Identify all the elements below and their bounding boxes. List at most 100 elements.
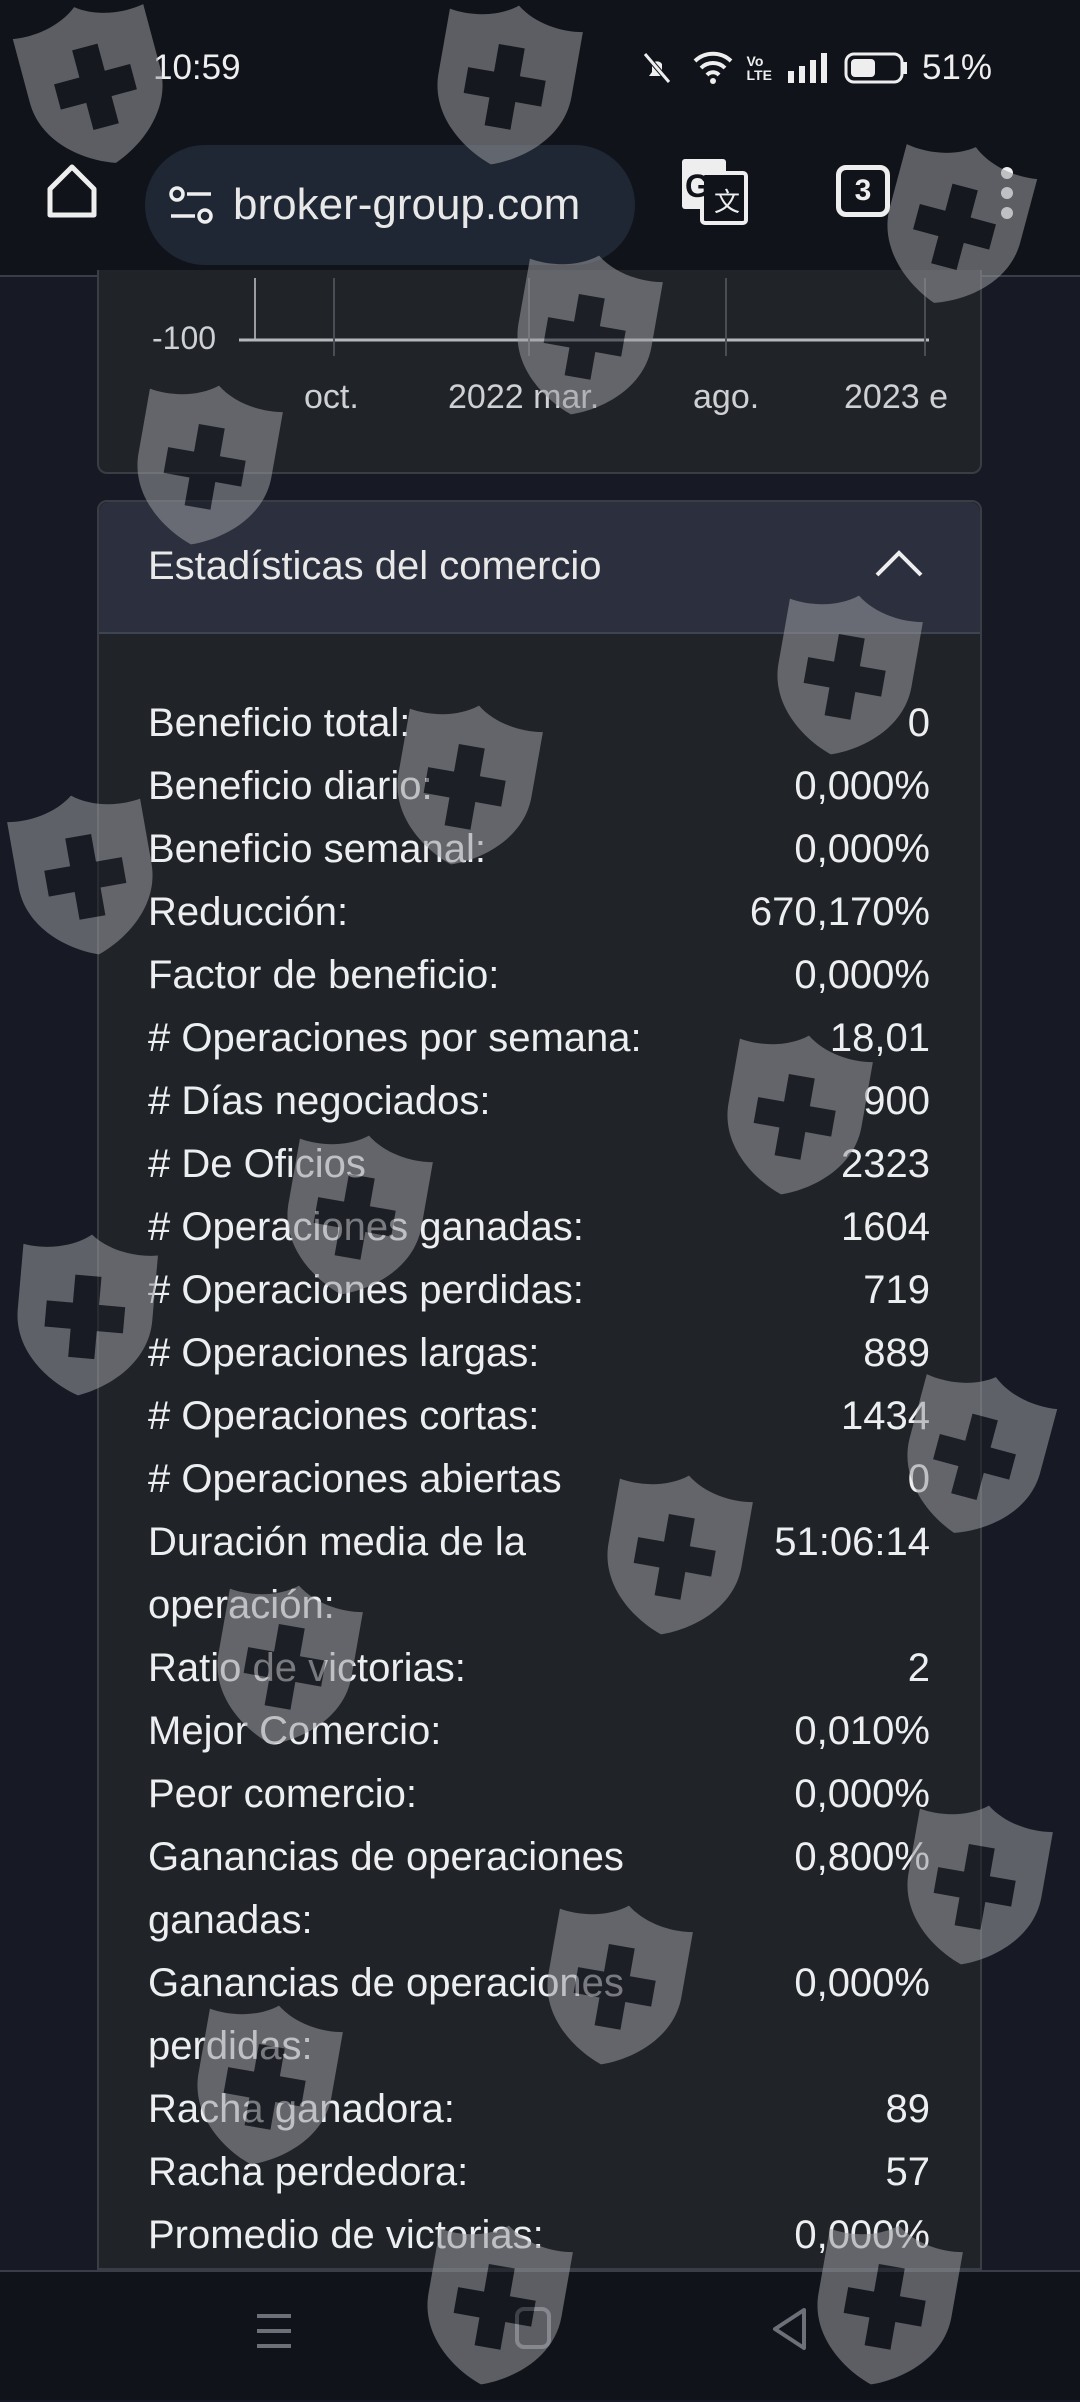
- stat-value: 0,000%: [794, 1772, 930, 1816]
- home-icon[interactable]: [42, 161, 102, 221]
- stat-row: # De Oficios 2323: [148, 1133, 930, 1196]
- stat-label: Beneficio semanal:: [148, 827, 486, 871]
- stat-row: # Operaciones largas: 889: [148, 1322, 930, 1385]
- x-tick-label: oct.: [304, 378, 359, 416]
- battery-percent: 51%: [921, 48, 992, 87]
- stat-value: 670,170%: [749, 890, 930, 934]
- stat-value: 0,000%: [794, 1961, 930, 2005]
- stat-value: 0,000%: [794, 827, 930, 871]
- wifi-icon: [693, 51, 732, 84]
- stat-row: Promedio de victorias: 0,000%: [148, 2204, 930, 2267]
- stat-value: 0,000%: [794, 953, 930, 997]
- tab-switcher-button[interactable]: 3: [836, 165, 890, 217]
- stats-list: Beneficio total: 0 Beneficio diario: 0,000%…: [99, 634, 980, 2267]
- trade-stats-header[interactable]: Estadísticas del comercio: [99, 502, 980, 634]
- stat-row: # Operaciones abiertas 0: [148, 1448, 930, 1511]
- stat-value: 0,000%: [794, 764, 930, 808]
- stat-label: # Operaciones largas:: [148, 1331, 540, 1375]
- section-title: Estadísticas del comercio: [148, 544, 602, 588]
- x-tick-label: ago.: [693, 378, 760, 416]
- stat-value: 1604: [841, 1205, 930, 1249]
- system-nav-bar: [0, 2270, 1080, 2400]
- stat-label: # De Oficios: [148, 1142, 366, 1186]
- stat-label: Beneficio diario:: [148, 764, 433, 808]
- status-bar: 10:59 Vo LTE 51%: [0, 0, 1080, 135]
- more-options-icon[interactable]: [995, 165, 1019, 221]
- stat-row: # Días negociados: 900: [148, 1070, 930, 1133]
- stat-row: Ratio de victorias: 2: [148, 1637, 930, 1700]
- stat-row: Peor comercio: 0,000%: [148, 1763, 930, 1826]
- stat-row: Mejor Comercio: 0,010%: [148, 1700, 930, 1763]
- x-tick-label: 2022 mar.: [448, 378, 600, 416]
- stat-value: 51:06:14: [774, 1520, 930, 1564]
- stat-row: # Operaciones por semana: 18,01: [148, 1007, 930, 1070]
- svg-text:文: 文: [714, 187, 740, 217]
- stat-value: 2323: [841, 1142, 930, 1186]
- stat-label: Racha perdedora:: [148, 2150, 469, 2194]
- stat-row: # Operaciones perdidas: 719: [148, 1259, 930, 1322]
- stat-label: Racha ganadora:: [148, 2087, 455, 2131]
- signal-icon: [787, 53, 827, 83]
- stat-label: # Operaciones perdidas:: [148, 1268, 584, 1312]
- stat-label: # Operaciones por semana:: [148, 1016, 642, 1060]
- mute-icon: [642, 52, 671, 84]
- stat-label: # Operaciones ganadas:: [148, 1205, 584, 1249]
- stat-label: Peor comercio:: [148, 1772, 417, 1816]
- trade-stats-card: Estadísticas del comercio Beneficio tota…: [97, 500, 982, 2270]
- stat-row: Racha perdedora: 57: [148, 2141, 930, 2204]
- stat-row: # Operaciones cortas: 1434: [148, 1385, 930, 1448]
- stat-row: Factor de beneficio: 0,000%: [148, 944, 930, 1007]
- chart-grid: [239, 278, 929, 356]
- stat-label: Beneficio total:: [148, 701, 411, 745]
- stat-value: 0,800%: [794, 1835, 930, 1879]
- home-nav-icon[interactable]: [514, 2306, 554, 2352]
- stat-value: 57: [885, 2150, 931, 2194]
- stat-row: Racha ganadora: 89: [148, 2078, 930, 2141]
- stat-label: # Operaciones abiertas: [148, 1457, 562, 1501]
- svg-text:G: G: [685, 168, 710, 204]
- url-text: broker-group.com: [233, 180, 581, 229]
- recent-apps-icon[interactable]: [255, 2310, 295, 2350]
- stat-row: Ganancias de operaciones perdidas: 0,000%: [148, 1952, 930, 2078]
- stat-label: Mejor Comercio:: [148, 1709, 442, 1753]
- stat-label: Promedio de victorias:: [148, 2213, 544, 2257]
- stat-value: 889: [863, 1331, 930, 1375]
- stat-value: 0: [907, 1457, 930, 1501]
- back-icon[interactable]: [770, 2306, 810, 2352]
- stat-row: Beneficio diario: 0,000%: [148, 755, 930, 818]
- stat-row: Beneficio total: 0: [148, 692, 930, 755]
- stat-label: Ganancias de operaciones perdidas:: [148, 1961, 624, 2068]
- stat-label: # Operaciones cortas:: [148, 1394, 540, 1438]
- address-bar[interactable]: broker-group.com: [145, 145, 635, 265]
- stat-label: Factor de beneficio:: [148, 953, 500, 997]
- stat-row: Reducción: 670,170%: [148, 881, 930, 944]
- stat-value: 2: [907, 1646, 930, 1690]
- site-settings-icon[interactable]: [167, 184, 215, 226]
- stat-row: Ganancias de operaciones ganadas: 0,800%: [148, 1826, 930, 1952]
- stat-row: Beneficio semanal: 0,000%: [148, 818, 930, 881]
- stat-label: Reducción:: [148, 890, 349, 934]
- stat-label: Ratio de victorias:: [148, 1646, 466, 1690]
- stat-value: 0: [907, 701, 930, 745]
- x-tick-label: 2023 e: [844, 378, 948, 416]
- stat-value: 719: [863, 1268, 930, 1312]
- stat-label: # Días negociados:: [148, 1079, 491, 1123]
- clock: 10:59: [153, 48, 241, 87]
- stat-label: Ganancias de operaciones ganadas:: [148, 1835, 624, 1942]
- status-icons: Vo LTE 51%: [635, 48, 992, 88]
- stat-row: # Operaciones ganadas: 1604: [148, 1196, 930, 1259]
- volte-icon: Vo LTE: [746, 53, 772, 83]
- equity-chart-card: -100 oct. 2022 mar. ago. 2023 e: [97, 270, 982, 474]
- chevron-up-icon[interactable]: [874, 548, 924, 578]
- stat-value: 900: [863, 1079, 930, 1123]
- stat-value: 1434: [841, 1394, 930, 1438]
- stat-label: Duración media de la operación:: [148, 1520, 526, 1627]
- battery-icon: [844, 52, 907, 84]
- stat-value: 89: [885, 2087, 931, 2131]
- y-tick-label: -100: [152, 320, 217, 356]
- stat-value: 0,010%: [794, 1709, 930, 1753]
- stat-row: Duración media de la operación: 51:06:14: [148, 1511, 930, 1637]
- stat-value: 18,01: [829, 1016, 930, 1060]
